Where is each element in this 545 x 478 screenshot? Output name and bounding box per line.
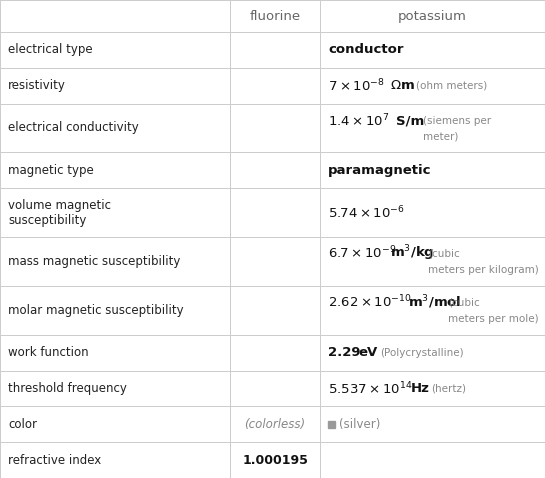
Text: 1.000195: 1.000195: [242, 454, 308, 467]
Text: meters per kilogram): meters per kilogram): [428, 265, 539, 275]
Text: magnetic type: magnetic type: [8, 164, 94, 177]
Text: volume magnetic
susceptibility: volume magnetic susceptibility: [8, 199, 111, 227]
Text: resistivity: resistivity: [8, 79, 66, 92]
Text: mass magnetic susceptibility: mass magnetic susceptibility: [8, 255, 180, 268]
Text: (siemens per: (siemens per: [423, 116, 491, 126]
Text: Hz: Hz: [411, 382, 430, 395]
Text: work function: work function: [8, 347, 89, 359]
Text: (silver): (silver): [339, 418, 380, 431]
Text: $7\times10^{-8}$: $7\times10^{-8}$: [328, 77, 385, 94]
Text: meters per mole): meters per mole): [448, 314, 538, 324]
Text: S/m: S/m: [396, 114, 424, 127]
Text: (hertz): (hertz): [431, 384, 466, 393]
Text: electrical type: electrical type: [8, 43, 93, 56]
Text: conductor: conductor: [328, 43, 403, 56]
Text: meter): meter): [423, 132, 458, 142]
Text: (Polycrystalline): (Polycrystalline): [380, 348, 464, 358]
Text: $1.4\times10^{7}$: $1.4\times10^{7}$: [328, 112, 390, 129]
Text: (colorless): (colorless): [245, 418, 306, 431]
Text: m$^3$/kg: m$^3$/kg: [390, 243, 434, 263]
Text: eV: eV: [358, 347, 377, 359]
Text: (cubic: (cubic: [448, 297, 480, 307]
Text: $5.537\times10^{14}$: $5.537\times10^{14}$: [328, 380, 413, 397]
Text: threshold frequency: threshold frequency: [8, 382, 127, 395]
Text: refractive index: refractive index: [8, 454, 101, 467]
Text: paramagnetic: paramagnetic: [328, 164, 432, 177]
Text: (ohm meters): (ohm meters): [416, 81, 487, 91]
Text: potassium: potassium: [398, 10, 467, 22]
Text: fluorine: fluorine: [250, 10, 300, 22]
Bar: [328, 421, 335, 428]
Text: 2.29: 2.29: [328, 347, 360, 359]
Text: m$^3$/mol: m$^3$/mol: [408, 293, 462, 311]
Text: molar magnetic susceptibility: molar magnetic susceptibility: [8, 304, 184, 317]
Text: electrical conductivity: electrical conductivity: [8, 121, 139, 134]
Text: $2.62\times10^{-10}$: $2.62\times10^{-10}$: [328, 294, 411, 311]
Text: color: color: [8, 418, 37, 431]
Text: $6.7\times10^{-9}$: $6.7\times10^{-9}$: [328, 245, 396, 261]
Text: (cubic: (cubic: [428, 248, 460, 258]
Text: $\Omega$m: $\Omega$m: [390, 79, 415, 92]
Text: $5.74\times10^{-6}$: $5.74\times10^{-6}$: [328, 205, 405, 221]
